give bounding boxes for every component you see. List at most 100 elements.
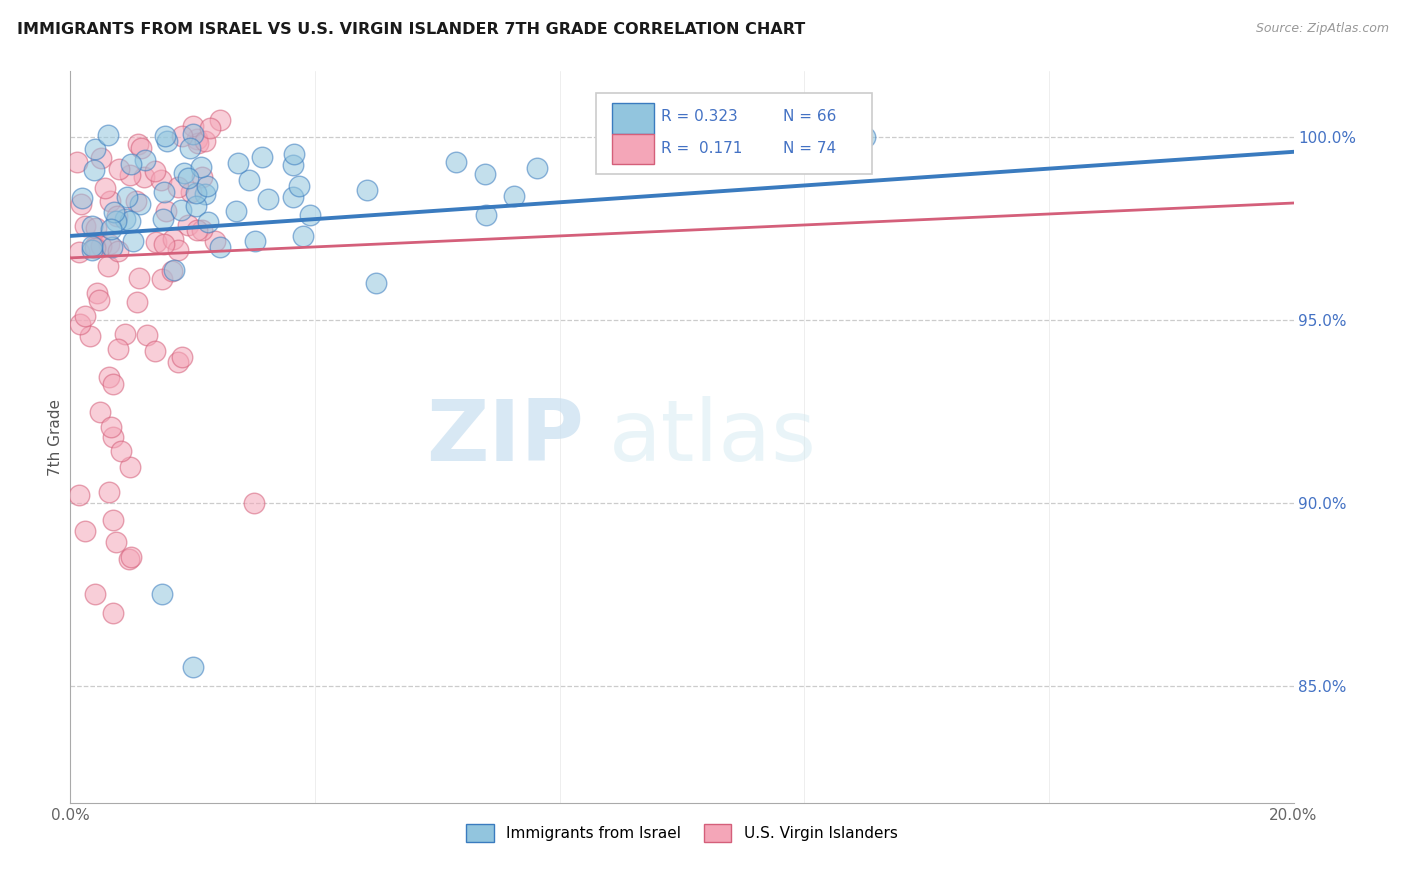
Point (190, 160, 212, 174)
Point (145, 235, 167, 250)
Point (283, 158, 305, 172)
Point (103, 376, 125, 391)
Point (245, 234, 267, 248)
Point (86, 286, 108, 301)
Point (107, 244, 129, 259)
Point (67, 245, 90, 260)
Point (204, 234, 226, 248)
Point (238, 173, 260, 187)
Point (149, 173, 172, 187)
Point (156, 134, 179, 148)
Point (101, 606, 124, 620)
Y-axis label: 7th Grade: 7th Grade (48, 399, 63, 475)
Point (166, 180, 188, 194)
Text: N = 74: N = 74 (783, 142, 837, 156)
Point (194, 186, 217, 201)
Point (179, 140, 201, 154)
Point (69, 317, 91, 331)
Point (143, 343, 166, 358)
Point (184, 198, 207, 212)
Point (84, 241, 107, 255)
Point (98, 484, 121, 499)
Point (101, 513, 124, 527)
Point (118, 552, 141, 566)
Point (103, 430, 125, 444)
Point (90, 151, 112, 165)
Point (143, 164, 166, 178)
Point (84, 239, 107, 253)
Point (114, 327, 136, 342)
Point (503, 189, 526, 203)
Point (73, 219, 96, 233)
Point (150, 272, 173, 286)
Point (194, 134, 217, 148)
Point (208, 112, 231, 127)
Point (257, 192, 280, 206)
Point (101, 240, 124, 254)
Point (72, 191, 94, 205)
Text: R = 0.323: R = 0.323 (661, 109, 738, 124)
Point (83, 587, 105, 601)
Point (191, 169, 214, 184)
Point (105, 214, 128, 228)
Point (366, 277, 388, 291)
Point (103, 205, 125, 219)
Point (100, 222, 122, 236)
Text: ZIP: ZIP (426, 395, 583, 479)
Point (187, 136, 209, 151)
Text: Source: ZipAtlas.com: Source: ZipAtlas.com (1256, 22, 1389, 36)
Point (475, 208, 498, 222)
Point (80, 243, 103, 257)
Point (120, 214, 142, 228)
Point (163, 263, 186, 277)
Point (84, 220, 107, 235)
Point (97, 369, 120, 384)
Point (120, 549, 142, 564)
Point (67, 488, 90, 502)
Point (89, 405, 111, 419)
Point (292, 229, 315, 244)
Point (356, 182, 378, 196)
Point (83, 163, 105, 178)
Point (252, 150, 274, 164)
Point (855, 130, 877, 145)
Point (136, 328, 159, 343)
Point (94, 181, 117, 195)
Point (87, 293, 110, 308)
Point (170, 203, 193, 218)
Point (198, 121, 221, 136)
Point (120, 157, 142, 171)
Point (162, 232, 184, 246)
FancyBboxPatch shape (612, 134, 654, 164)
Text: R =  0.171: R = 0.171 (661, 142, 742, 156)
Point (243, 496, 266, 510)
Point (97, 128, 120, 142)
Point (170, 129, 193, 144)
Point (97, 259, 120, 273)
Point (183, 127, 205, 141)
Point (118, 460, 141, 475)
FancyBboxPatch shape (612, 103, 654, 134)
Point (180, 186, 202, 200)
Text: atlas: atlas (609, 395, 817, 479)
Point (181, 660, 204, 674)
Point (105, 209, 128, 223)
Point (79, 329, 101, 343)
Point (177, 219, 200, 233)
Point (134, 169, 156, 184)
Point (73, 524, 96, 538)
Point (172, 351, 194, 365)
Point (127, 136, 149, 151)
Point (191, 222, 214, 236)
Point (287, 178, 309, 193)
Point (298, 208, 321, 222)
Text: N = 66: N = 66 (783, 109, 837, 124)
Point (120, 168, 142, 182)
Point (184, 186, 207, 201)
Point (186, 222, 208, 236)
Point (160, 264, 183, 278)
Point (125, 294, 148, 309)
Point (117, 190, 139, 204)
Point (104, 534, 127, 549)
Point (98, 236, 121, 251)
